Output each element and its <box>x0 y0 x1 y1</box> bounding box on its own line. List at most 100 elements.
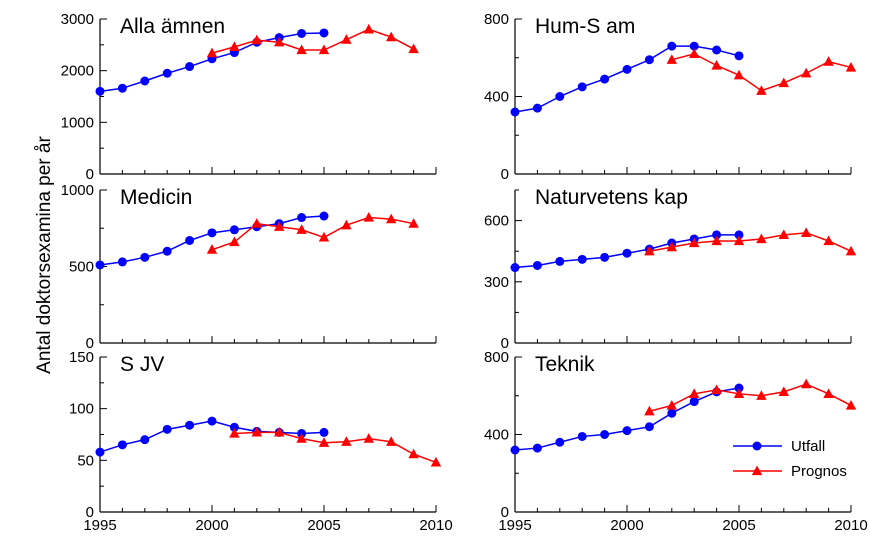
data-point-prognos <box>666 241 678 252</box>
series-line-utfall <box>514 387 740 451</box>
data-point-utfall <box>185 62 195 72</box>
panel-title: S JV <box>120 353 164 376</box>
x-tick-label: 2010 <box>419 517 452 534</box>
data-point-prognos <box>756 85 767 95</box>
y-tick-label: 800 <box>484 349 509 366</box>
y-tick-label: 2000 <box>61 63 94 80</box>
data-point-utfall <box>622 64 632 74</box>
data-point-prognos <box>756 233 767 244</box>
series-line-prognos <box>211 28 414 54</box>
data-point-prognos <box>273 221 285 231</box>
y-tick-label: 1000 <box>61 114 94 131</box>
data-point-prognos <box>733 69 745 80</box>
data-point-prognos <box>251 426 263 437</box>
data-point-utfall <box>734 383 744 393</box>
data-point-prognos <box>800 227 812 237</box>
y-tick-label: 150 <box>69 349 94 366</box>
data-point-prognos <box>296 433 307 443</box>
y-tick-label: 0 <box>86 166 94 183</box>
x-tick-label: 1995 <box>83 517 116 534</box>
series-line-prognos <box>649 232 852 252</box>
panel-title: Teknik <box>535 353 595 376</box>
data-point-utfall <box>600 430 610 439</box>
data-point-utfall <box>95 86 105 96</box>
y-tick-label: 0 <box>86 504 94 521</box>
data-point-prognos <box>430 456 442 467</box>
data-point-prognos <box>229 41 240 52</box>
data-point-prognos <box>756 390 767 400</box>
data-point-prognos <box>296 224 307 234</box>
data-point-utfall <box>622 426 632 436</box>
data-point-prognos <box>800 67 812 78</box>
series-line-utfall <box>99 215 325 266</box>
data-point-utfall <box>555 437 565 447</box>
data-point-prognos <box>341 436 352 446</box>
series-line-utfall <box>514 45 740 113</box>
data-point-utfall <box>689 397 699 407</box>
data-point-utfall <box>712 230 722 240</box>
data-point-prognos <box>229 427 240 438</box>
y-tick-label: 300 <box>484 274 509 291</box>
data-point-prognos <box>845 245 857 256</box>
data-point-utfall <box>577 254 587 264</box>
legend-label: Prognos <box>791 463 847 480</box>
data-point-utfall <box>117 83 127 93</box>
series-line-prognos <box>211 216 414 251</box>
data-point-utfall <box>95 260 105 270</box>
data-point-utfall <box>229 422 239 432</box>
series-line-utfall <box>99 420 325 453</box>
data-point-utfall <box>555 256 565 266</box>
data-point-utfall <box>712 45 722 55</box>
y-tick-label: 0 <box>501 335 509 352</box>
data-point-prognos <box>823 235 834 246</box>
data-point-utfall <box>577 431 587 441</box>
data-point-prognos <box>778 386 790 396</box>
data-point-utfall <box>185 235 195 245</box>
data-point-utfall <box>319 211 329 221</box>
data-point-utfall <box>297 28 307 38</box>
data-point-utfall <box>667 408 677 418</box>
data-point-prognos <box>363 23 375 34</box>
data-point-utfall <box>95 447 105 457</box>
y-tick-label: 600 <box>484 213 509 230</box>
data-point-prognos <box>341 219 352 230</box>
data-point-prognos <box>408 43 419 54</box>
data-point-utfall <box>162 68 172 78</box>
data-point-prognos <box>273 36 285 47</box>
data-point-utfall <box>510 107 520 117</box>
data-point-utfall <box>622 248 632 258</box>
data-point-prognos <box>363 212 375 222</box>
data-point-prognos <box>845 61 857 72</box>
data-point-prognos <box>296 44 307 55</box>
data-point-prognos <box>408 448 419 459</box>
data-point-prognos <box>273 426 285 437</box>
data-point-utfall <box>532 103 542 113</box>
data-point-utfall <box>532 260 542 270</box>
x-tick-label: 2005 <box>307 517 340 534</box>
data-point-prognos <box>778 229 790 240</box>
data-point-utfall <box>229 225 239 235</box>
data-point-utfall <box>319 28 329 38</box>
x-tick-label: 2010 <box>834 517 867 534</box>
data-point-utfall <box>644 55 654 65</box>
legend-marker-circle <box>752 441 762 451</box>
panel-title: Alla ämnen <box>120 15 225 38</box>
data-point-prognos <box>318 437 330 447</box>
y-axis-label: Antal doktorsexamina per år <box>34 136 55 374</box>
y-tick-label: 100 <box>69 401 94 418</box>
data-point-prognos <box>644 245 655 256</box>
y-tick-label: 50 <box>77 452 94 469</box>
data-point-utfall <box>297 213 307 223</box>
data-point-prognos <box>688 48 700 58</box>
y-tick-label: 400 <box>484 89 509 106</box>
y-tick-label: 800 <box>484 11 509 28</box>
data-point-prognos <box>733 235 745 246</box>
legend-marker-triangle <box>751 465 763 476</box>
data-point-prognos <box>733 388 745 398</box>
data-point-utfall <box>207 228 217 238</box>
data-point-utfall <box>185 420 195 430</box>
data-point-utfall <box>510 263 520 273</box>
data-point-prognos <box>688 388 700 398</box>
panel-6: 0 400 800 1995 2000 2005 2010 Teknik <box>484 349 868 534</box>
x-tick-label: 1995 <box>498 517 531 534</box>
